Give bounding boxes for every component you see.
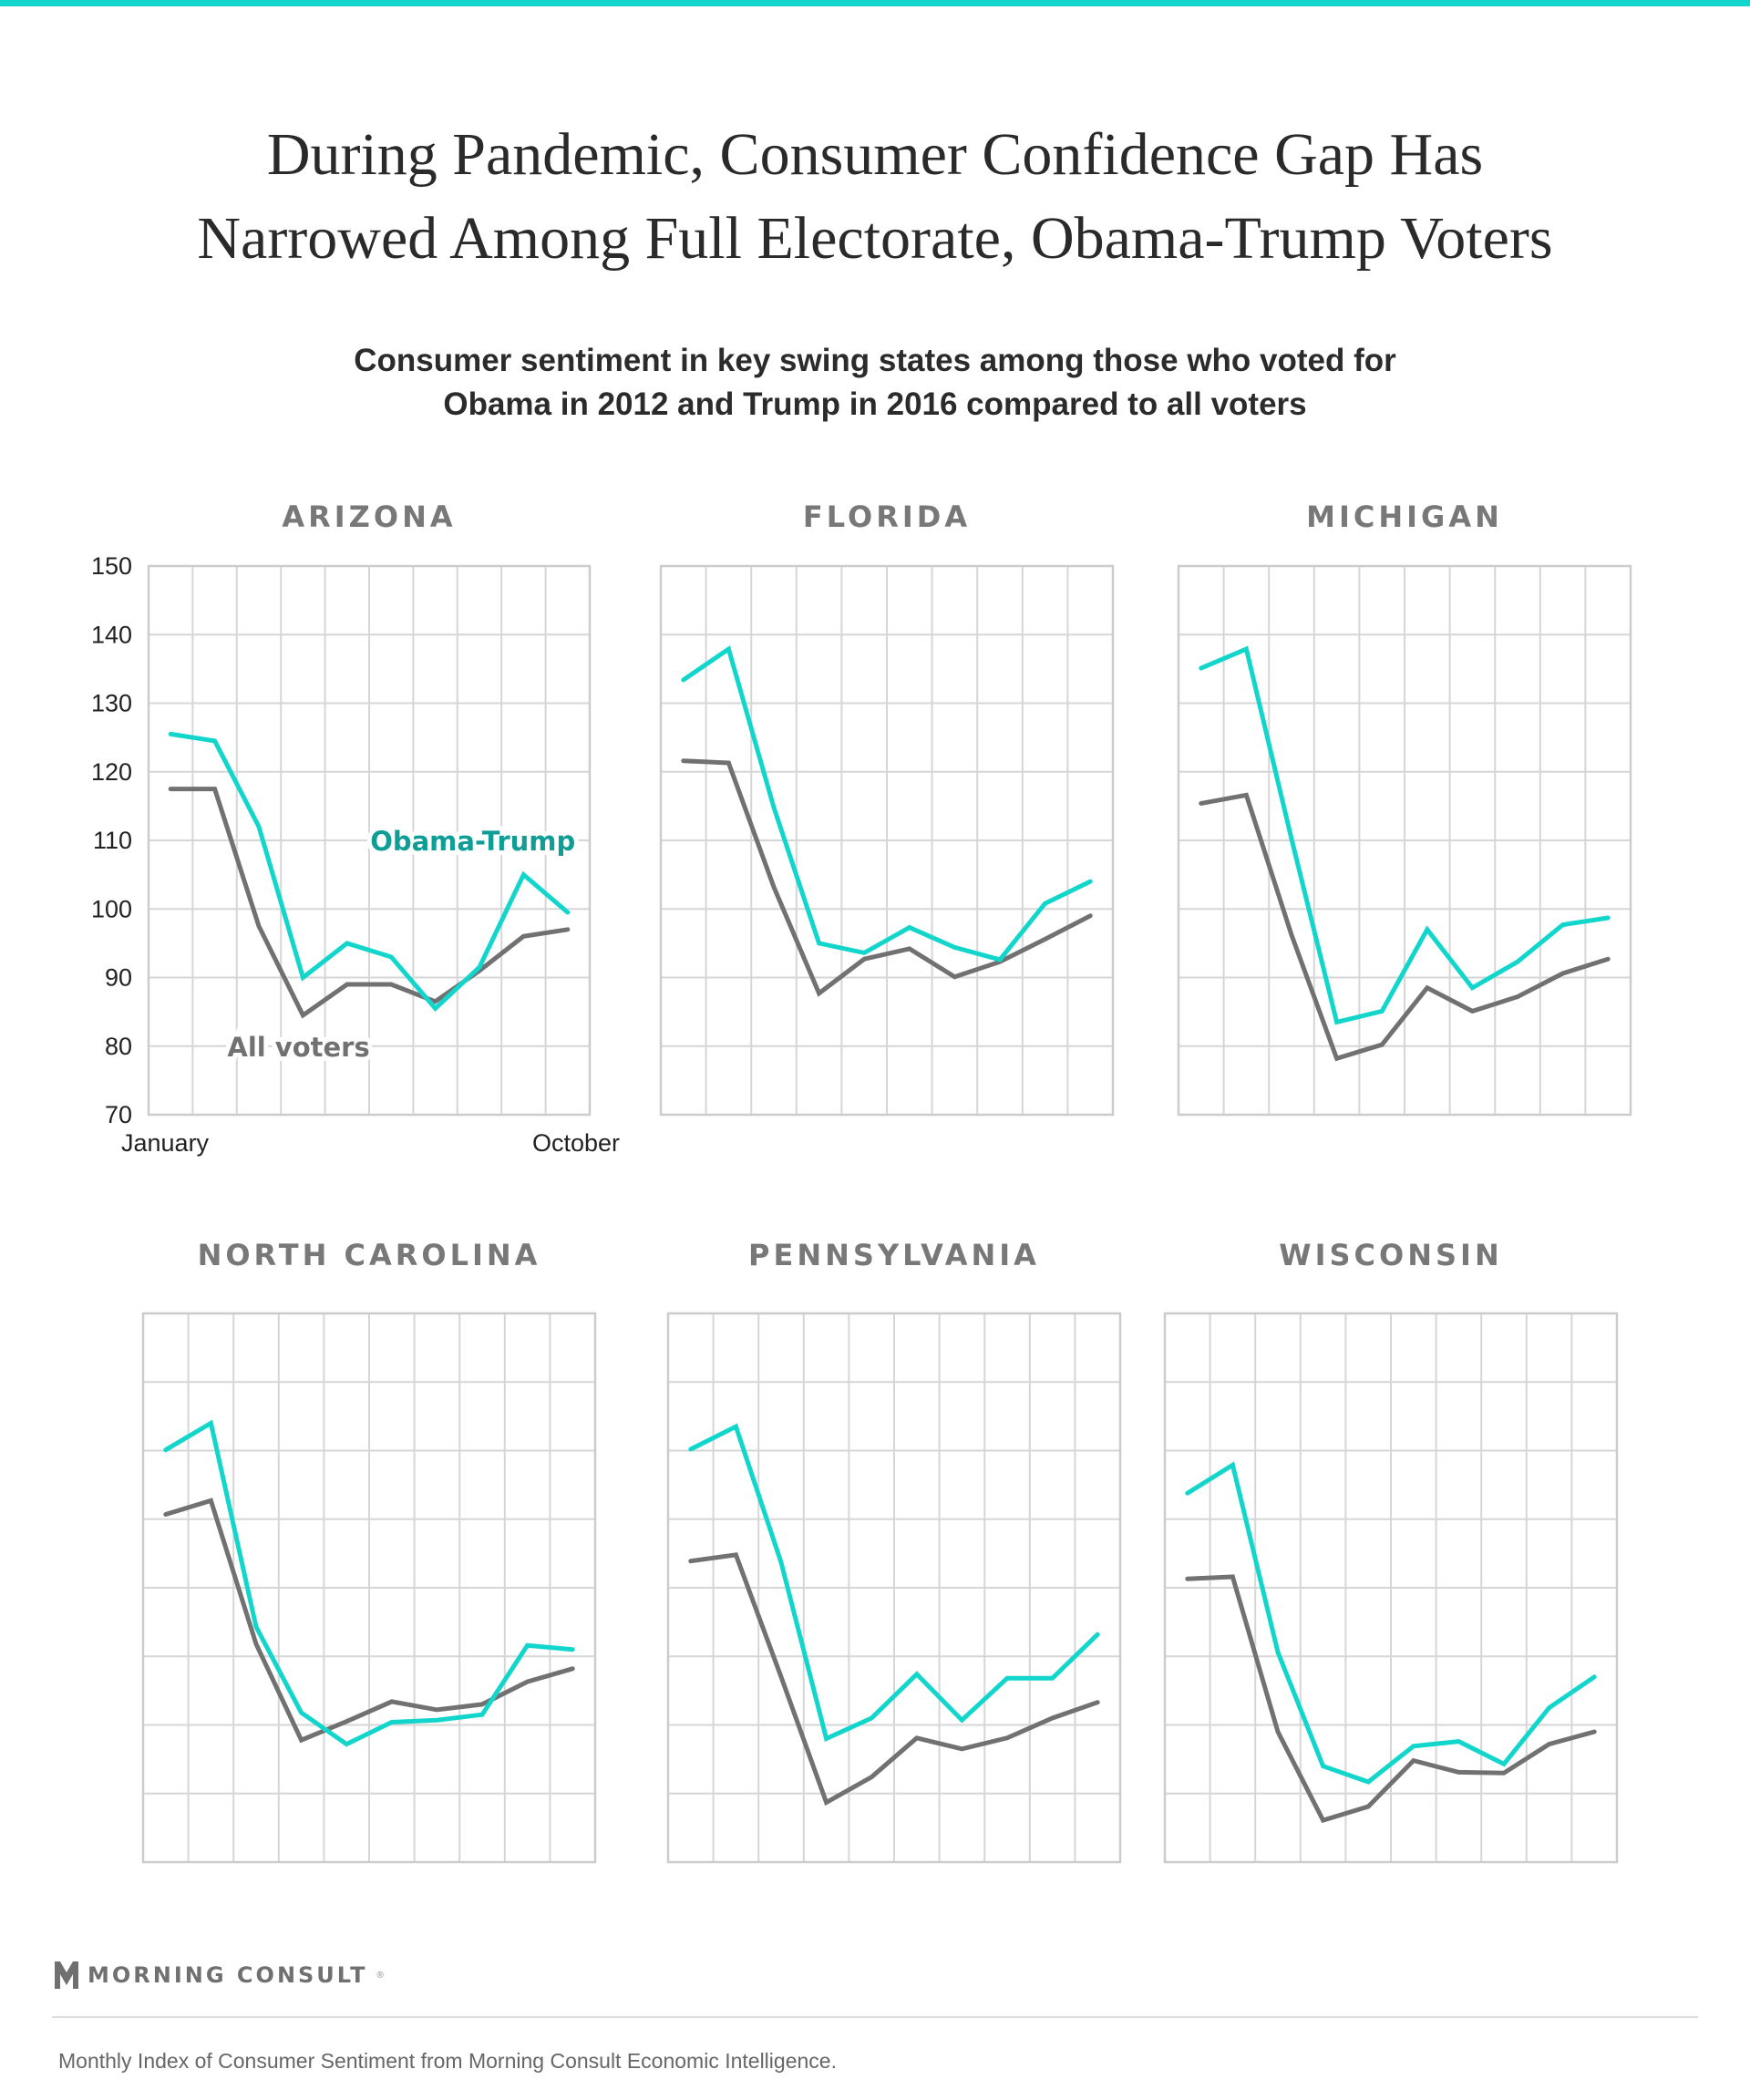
footer-divider bbox=[52, 2016, 1698, 2018]
panel-wisconsin bbox=[1163, 1312, 1619, 1864]
panel-title-north-carolina: NORTH CAROLINA bbox=[197, 1238, 541, 1272]
legend-label-obama-trump: Obama-Trump bbox=[370, 826, 575, 857]
title-line-2: Narrowed Among Full Electorate, Obama-Tr… bbox=[197, 205, 1553, 272]
plot-frame bbox=[659, 564, 1115, 1117]
morning-consult-logo: MORNING CONSULT ® bbox=[55, 1961, 384, 1989]
x-tick-label-last: October bbox=[532, 1129, 620, 1157]
title-line-1: During Pandemic, Consumer Confidence Gap… bbox=[266, 121, 1484, 188]
y-tick-label: 90 bbox=[105, 964, 132, 992]
y-tick-label: 140 bbox=[91, 621, 132, 648]
series-line-obama-trump bbox=[681, 645, 1093, 962]
y-tick-label: 80 bbox=[105, 1033, 132, 1060]
source-note: Monthly Index of Consumer Sentiment from… bbox=[58, 2049, 837, 2073]
series-line-all-voters bbox=[168, 787, 571, 1019]
series-line-all-voters bbox=[1199, 792, 1611, 1062]
panel-north-carolina bbox=[141, 1312, 597, 1864]
morning-consult-m-icon bbox=[55, 1961, 78, 1989]
series-line-all-voters bbox=[163, 1498, 575, 1744]
x-tick-label-first: January bbox=[121, 1129, 210, 1157]
series-line-obama-trump bbox=[1185, 1461, 1597, 1785]
accent-bar bbox=[0, 0, 1750, 6]
series-line-all-voters bbox=[688, 1552, 1100, 1807]
y-tick-label: 120 bbox=[91, 758, 132, 786]
series-line-all-voters bbox=[1185, 1574, 1597, 1824]
panel-title-michigan: MICHIGAN bbox=[1306, 499, 1503, 534]
panel-michigan bbox=[1177, 564, 1632, 1117]
panel-title-arizona: ARIZONA bbox=[282, 499, 457, 534]
series-line-obama-trump bbox=[688, 1423, 1100, 1743]
y-tick-label: 100 bbox=[91, 895, 132, 922]
subtitle-line-1: Consumer sentiment in key swing states a… bbox=[354, 343, 1396, 378]
panel-title-pennsylvania: PENNSYLVANIA bbox=[748, 1238, 1040, 1272]
chart-subtitle: Consumer sentiment in key swing states a… bbox=[0, 339, 1750, 427]
plot-frame bbox=[1163, 1312, 1619, 1864]
panel-title-florida: FLORIDA bbox=[802, 499, 972, 534]
chart-title: During Pandemic, Consumer Confidence Gap… bbox=[0, 113, 1750, 281]
y-tick-label: 110 bbox=[93, 827, 132, 854]
series-line-obama-trump bbox=[163, 1419, 575, 1747]
y-tick-label: 150 bbox=[91, 552, 132, 580]
subtitle-line-2: Obama in 2012 and Trump in 2016 compared… bbox=[443, 386, 1307, 422]
y-tick-label: 130 bbox=[91, 690, 132, 717]
series-line-obama-trump bbox=[1199, 645, 1611, 1025]
registered-mark: ® bbox=[376, 1970, 384, 1981]
plot-frame bbox=[1177, 564, 1632, 1117]
legend-label-all-voters: All voters bbox=[227, 1032, 369, 1063]
panel-florida bbox=[659, 564, 1115, 1117]
panel-title-wisconsin: WISCONSIN bbox=[1279, 1238, 1503, 1272]
plot-frame bbox=[147, 564, 592, 1117]
series-line-obama-trump bbox=[168, 731, 571, 1013]
plot-frame bbox=[141, 1312, 597, 1864]
brand-name: MORNING CONSULT bbox=[88, 1962, 368, 1988]
panel-pennsylvania bbox=[666, 1312, 1122, 1864]
series-line-all-voters bbox=[681, 758, 1093, 997]
y-tick-label: 70 bbox=[105, 1101, 132, 1128]
plot-frame bbox=[666, 1312, 1122, 1864]
